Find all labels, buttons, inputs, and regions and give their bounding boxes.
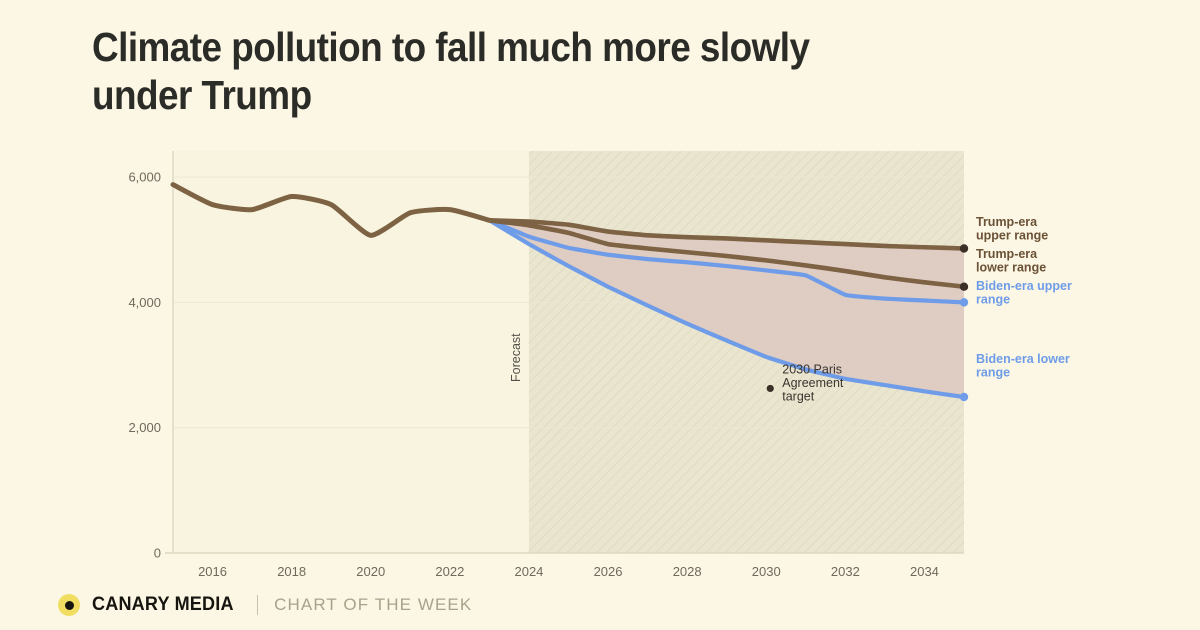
y-tick-label: 6,000 bbox=[128, 170, 161, 185]
x-tick-label: 2022 bbox=[435, 564, 464, 579]
x-tick-label: 2020 bbox=[356, 564, 385, 579]
footer-divider bbox=[257, 595, 259, 615]
series-legend-label: Trump-era bbox=[976, 247, 1038, 261]
x-tick-label: 2026 bbox=[594, 564, 623, 579]
series-end-dot bbox=[959, 244, 969, 253]
range-band-fill bbox=[489, 220, 964, 397]
paris-target-label: Agreement bbox=[782, 376, 844, 390]
series-legend-label: Trump-era bbox=[976, 215, 1038, 229]
brand-name: CANARY MEDIA bbox=[92, 594, 234, 615]
plot-area-rect bbox=[173, 151, 964, 553]
series-legend-label: range bbox=[976, 293, 1010, 307]
x-tick-label: 2032 bbox=[831, 564, 860, 579]
x-tick-label: 2030 bbox=[752, 564, 781, 579]
x-tick-label: 2028 bbox=[673, 564, 702, 579]
series-line bbox=[487, 218, 967, 290]
y-tick-label: 2,000 bbox=[128, 420, 161, 435]
x-tick-label: 2034 bbox=[910, 564, 939, 579]
forecast-region bbox=[528, 151, 964, 553]
range-band bbox=[489, 220, 964, 397]
canary-media-logo-icon bbox=[58, 594, 80, 616]
series-line bbox=[487, 218, 967, 400]
axis-lines bbox=[165, 151, 964, 554]
series-line bbox=[487, 218, 967, 251]
logo-dot bbox=[64, 600, 74, 610]
series-legend-label: Biden-era lower bbox=[976, 352, 1070, 366]
series-end-dot bbox=[959, 392, 969, 402]
series-end-dot bbox=[959, 298, 969, 307]
x-tick-label: 2018 bbox=[277, 564, 306, 579]
x-axis-tick-labels: 2016 2018 2020 2022 2024 2026 2028 2030 2032 2034 bbox=[198, 564, 939, 579]
footer-kicker: CHART OF THE WEEK bbox=[274, 595, 473, 614]
series-end-markers bbox=[959, 244, 969, 402]
forecast-text: Forecast bbox=[509, 333, 523, 382]
y-tick-label: 0 bbox=[154, 546, 161, 561]
footer-branding: CANARY MEDIA CHART OF THE WEEK bbox=[58, 594, 472, 616]
series-line bbox=[170, 182, 492, 238]
forecast-label: Forecast bbox=[509, 333, 523, 382]
series-end-dot bbox=[959, 282, 969, 291]
paris-target-dot bbox=[766, 384, 774, 393]
series-lines bbox=[170, 182, 967, 400]
plot-background bbox=[173, 151, 964, 553]
series-legend-label: Biden-era upper bbox=[976, 279, 1072, 293]
y-axis-tick-labels: 0 2,000 4,000 6,000 bbox=[128, 170, 161, 561]
page-title: Climate pollution to fall much more slow… bbox=[92, 24, 810, 118]
series-legend-label: upper range bbox=[976, 229, 1048, 243]
series-line bbox=[487, 218, 967, 305]
x-tick-label: 2016 bbox=[198, 564, 227, 579]
series-legend-label: range bbox=[976, 366, 1010, 380]
paris-target-label: target bbox=[782, 389, 814, 403]
x-tick-label: 2024 bbox=[514, 564, 543, 579]
gridlines bbox=[173, 176, 964, 554]
series-legend-label: lower range bbox=[976, 261, 1046, 275]
paris-target-label: 2030 Paris bbox=[782, 362, 842, 376]
y-tick-label: 4,000 bbox=[128, 295, 161, 310]
forecast-shade bbox=[528, 151, 964, 553]
